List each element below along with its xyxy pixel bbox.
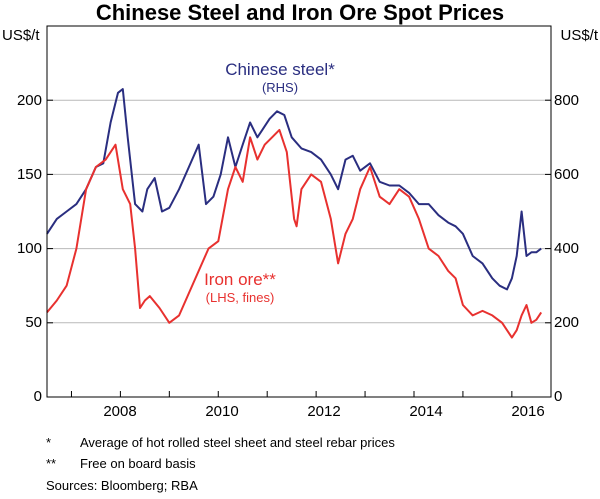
x-tick-2016: 2016 <box>511 403 545 420</box>
left-tick-200: 200 <box>16 92 42 109</box>
footnote-mark: ** <box>46 456 57 471</box>
x-tick-2008: 2008 <box>103 403 137 420</box>
steel-series-sub: (RHS) <box>261 80 299 95</box>
footnote-text: Free on board basis <box>80 456 196 471</box>
right-tick-800: 800 <box>554 92 580 109</box>
right-tick-600: 600 <box>554 166 580 183</box>
steel-series-label: Chinese steel* (RHS) <box>200 60 360 95</box>
iron-ore-price-line <box>46 128 543 339</box>
steel-series-name: Chinese steel* <box>225 60 335 79</box>
left-tick-100: 100 <box>16 240 42 257</box>
chart-title: Chinese Steel and Iron Ore Spot Prices <box>95 0 505 25</box>
left-tick-50: 50 <box>25 314 42 331</box>
x-tick-2012: 2012 <box>307 403 341 420</box>
right-tick-0: 0 <box>554 388 563 405</box>
right-axis-unit: US$/t <box>560 27 598 44</box>
ore-series-label: Iron ore** (LHS, fines) <box>180 270 300 305</box>
x-tick-2010: 2010 <box>205 403 239 420</box>
left-axis-unit: US$/t <box>2 27 40 44</box>
left-tick-150: 150 <box>16 166 42 183</box>
ore-series-name: Iron ore** <box>204 270 276 289</box>
x-tick-2014: 2014 <box>409 403 443 420</box>
plot-frame <box>46 25 552 398</box>
steel-price-line <box>46 88 542 291</box>
ore-series-sub: (LHS, fines) <box>205 290 275 305</box>
footnote-row: * Average of hot rolled steel sheet and … <box>46 432 395 453</box>
right-tick-400: 400 <box>554 240 580 257</box>
sources-note: Sources: Bloomberg; RBA <box>46 478 198 493</box>
left-tick-0: 0 <box>33 388 42 405</box>
footnote-row: ** Free on board basis <box>46 453 395 474</box>
footnote-text: Average of hot rolled steel sheet and st… <box>80 435 395 450</box>
footnote-mark: * <box>46 435 52 450</box>
right-tick-200: 200 <box>554 314 580 331</box>
footnotes: * Average of hot rolled steel sheet and … <box>46 432 395 474</box>
